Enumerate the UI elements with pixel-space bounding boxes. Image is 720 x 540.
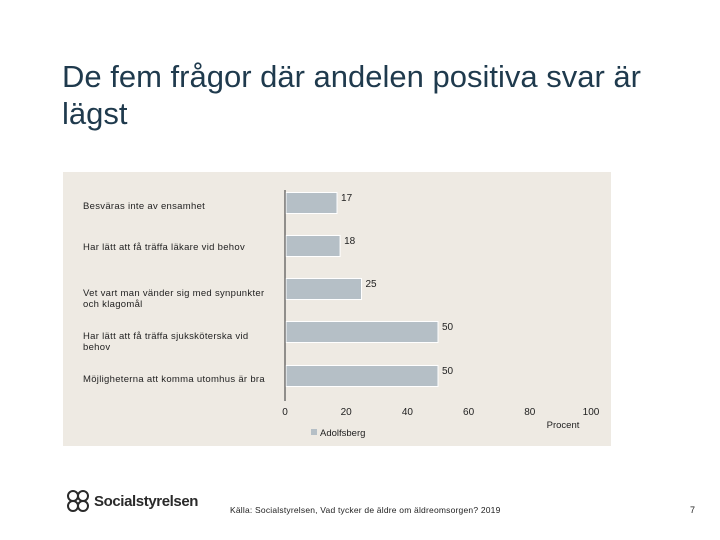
logo-text: Socialstyrelsen	[94, 493, 199, 510]
category-label: Vet vart man vänder sig med synpunkter o…	[83, 288, 265, 310]
bar	[285, 321, 439, 343]
bar	[285, 278, 362, 300]
socialstyrelsen-logo: Socialstyrelsen	[64, 488, 198, 514]
legend-label: Adolfsberg	[320, 428, 365, 439]
data-label: 25	[366, 279, 378, 290]
bar	[285, 365, 439, 387]
bar	[285, 192, 338, 214]
data-label: 50	[442, 322, 454, 333]
x-tick-label: 80	[524, 407, 536, 418]
category-label: Möjligheterna att komma utomhus är bra	[83, 374, 265, 385]
data-label: 17	[341, 193, 353, 204]
logo-emblem-icon	[67, 490, 89, 512]
x-tick-label: 40	[402, 407, 414, 418]
x-tick-label: 0	[282, 407, 288, 418]
x-tick-label: 100	[583, 407, 600, 418]
source-note: Källa: Socialstyrelsen, Vad tycker de äl…	[230, 505, 501, 515]
x-tick-label: 60	[463, 407, 475, 418]
data-label: 18	[344, 236, 356, 247]
page-number: 7	[690, 505, 696, 515]
x-tick-label: 20	[341, 407, 353, 418]
bar	[285, 235, 341, 257]
legend-swatch	[311, 429, 317, 435]
category-label: Har lätt att få träffa läkare vid behov	[83, 242, 246, 253]
category-label: Har lätt att få träffa sjuksköterska vid…	[83, 331, 249, 353]
data-label: 50	[442, 366, 454, 377]
x-axis-label: Procent	[547, 420, 580, 431]
chart-panel: Besväras inte av ensamhet Har lätt att f…	[63, 172, 611, 446]
slide-title: De fem frågor där andelen positiva svar …	[62, 59, 641, 131]
category-label: Besväras inte av ensamhet	[83, 201, 206, 212]
